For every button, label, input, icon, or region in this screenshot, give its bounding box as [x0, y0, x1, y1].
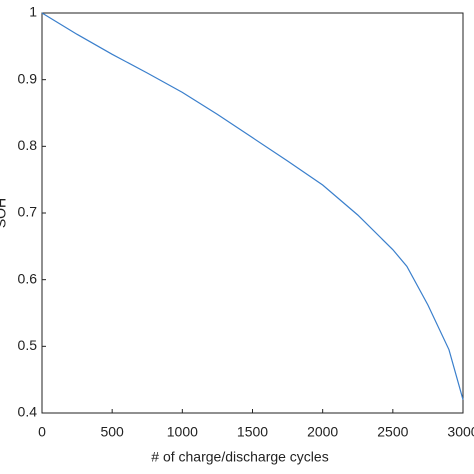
x-tick-label: 0: [38, 424, 46, 440]
y-tick-label: 0.7: [18, 204, 38, 220]
y-tick-label: 1: [29, 4, 37, 20]
y-tick-label: 0.9: [18, 70, 38, 86]
y-tick-label: 0.5: [18, 337, 38, 353]
x-tick-label: 1000: [167, 424, 198, 440]
y-tick-label: 0.4: [18, 404, 38, 420]
x-tick-label: 2000: [307, 424, 338, 440]
y-tick-label: 0.8: [18, 137, 38, 153]
x-tick-label: 2500: [377, 424, 408, 440]
x-axis-label: # of charge/discharge cycles: [151, 449, 328, 465]
y-tick-label: 0.6: [18, 270, 38, 286]
x-tick-label: 1500: [237, 424, 268, 440]
y-axis-label: SOH: [0, 198, 9, 228]
plot-frame: [41, 12, 464, 414]
line-series: [41, 12, 464, 400]
x-tick-label: 3000: [447, 424, 474, 440]
x-tick-label: 500: [100, 424, 124, 440]
